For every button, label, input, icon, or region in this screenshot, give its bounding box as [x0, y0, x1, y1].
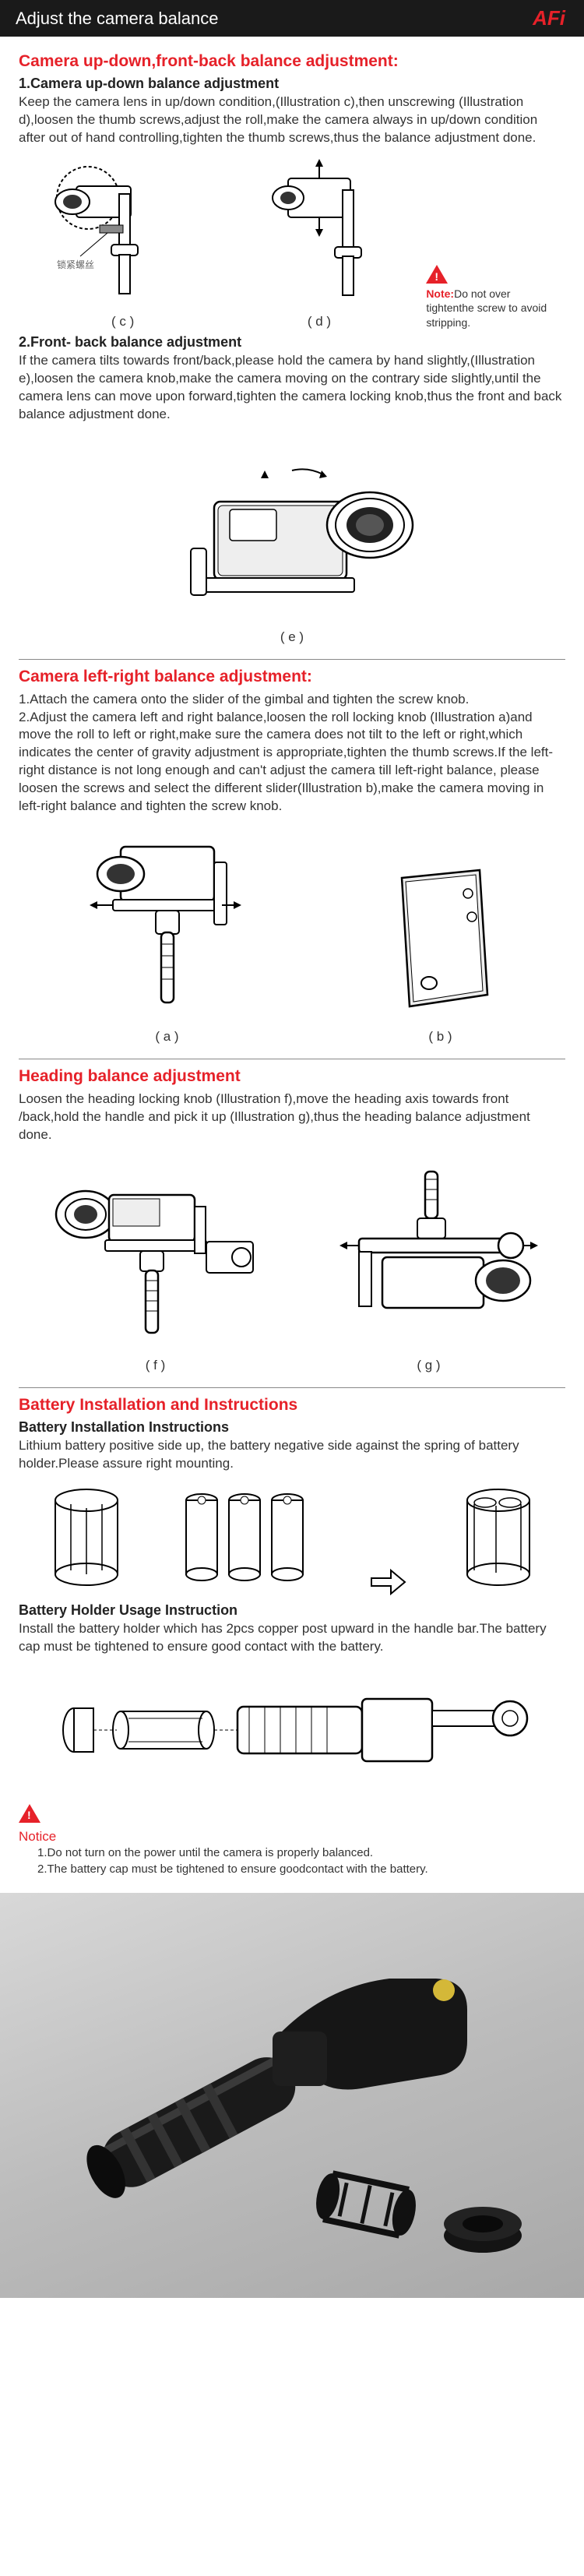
section1-sub1: 1.Camera up-down balance adjustment — [19, 76, 565, 92]
note-text: Note:Do not over tightenthe screw to avo… — [426, 287, 551, 329]
section4-body2: Install the battery holder which has 2pc… — [19, 1620, 565, 1656]
battery-holder-loaded-illustration — [456, 1481, 541, 1598]
handle-assembly-illustration — [43, 1664, 541, 1796]
section4-sub2: Battery Holder Usage Instruction — [19, 1602, 565, 1619]
section1-body2: If the camera tilts towards front/back,p… — [19, 352, 565, 424]
illus-d-label: ( d ) — [241, 314, 397, 329]
section2-body: 1.Attach the camera onto the slider of t… — [19, 691, 565, 816]
gimbal-illustration-f — [39, 1152, 273, 1355]
illus-g: ( g ) — [312, 1152, 546, 1373]
brand-logo: AFi — [533, 6, 568, 30]
illus-b: ( b ) — [363, 855, 519, 1045]
gimbal-illustration-a — [66, 823, 269, 1026]
section2-title: Camera left-right balance adjustment: — [19, 668, 565, 686]
gimbal-illustration-e — [152, 432, 432, 626]
warning-icon — [426, 265, 448, 284]
gimbal-illustration-d — [241, 155, 397, 311]
section3-title: Heading balance adjustment — [19, 1067, 565, 1086]
illus-row-e: ( e ) — [19, 432, 565, 645]
slider-illustration-b — [363, 855, 519, 1026]
svg-text:锁紧螺丝: 锁紧螺丝 — [57, 259, 94, 270]
section1-title: Camera up-down,front-back balance adjust… — [19, 52, 565, 71]
battery-cells-illustration — [178, 1481, 318, 1598]
battery-holder-open-illustration — [44, 1481, 129, 1598]
illus-f: ( f ) — [39, 1152, 273, 1373]
divider-3 — [19, 1387, 565, 1388]
notice-list: 1.Do not turn on the power until the cam… — [19, 1845, 565, 1877]
illus-a: ( a ) — [66, 823, 269, 1045]
warning-icon — [19, 1804, 40, 1823]
illus-b-label: ( b ) — [363, 1029, 519, 1045]
illus-row-fg: ( f ) — [19, 1152, 565, 1373]
notice-item-1: 1.Do not turn on the power until the cam… — [37, 1845, 565, 1861]
illus-e: ( e ) — [152, 432, 432, 645]
notice-label: Notice — [19, 1829, 565, 1845]
note-box: Note:Do not over tightenthe screw to avo… — [426, 265, 551, 329]
illus-row-ab: ( a ) ( b ) — [19, 823, 565, 1045]
illus-e-label: ( e ) — [152, 629, 432, 645]
illus-a-label: ( a ) — [66, 1029, 269, 1045]
section4-title: Battery Installation and Instructions — [19, 1396, 565, 1415]
notice-item-2: 2.The battery cap must be tightened to e… — [37, 1861, 565, 1877]
notice-row — [19, 1804, 565, 1826]
illus-f-label: ( f ) — [39, 1358, 273, 1373]
illus-c-label: ( c ) — [33, 314, 213, 329]
battery-usage-row — [19, 1664, 565, 1796]
section1-body1: Keep the camera lens in up/down conditio… — [19, 93, 565, 147]
header-bar: Adjust the camera balance AFi — [0, 0, 584, 37]
section4-sub1: Battery Installation Instructions — [19, 1419, 565, 1436]
illus-row-cd: 锁紧螺丝 ( c ) ( d ) — [19, 155, 565, 329]
illus-g-label: ( g ) — [312, 1358, 546, 1373]
page-title: Adjust the camera balance — [16, 9, 219, 29]
section4-body1: Lithium battery positive side up, the ba… — [19, 1437, 565, 1473]
gimbal-illustration-g — [312, 1152, 546, 1355]
content-area: Camera up-down,front-back balance adjust… — [0, 37, 584, 1887]
gimbal-illustration-c: 锁紧螺丝 — [33, 155, 213, 311]
illus-c: 锁紧螺丝 ( c ) — [33, 155, 213, 329]
product-photo — [0, 1893, 584, 2298]
battery-install-row — [19, 1481, 565, 1598]
arrow-icon — [368, 1566, 406, 1598]
illus-d: ( d ) — [241, 155, 397, 329]
divider-1 — [19, 659, 565, 660]
section3-body: Loosen the heading locking knob (Illustr… — [19, 1091, 565, 1144]
section1-sub2: 2.Front- back balance adjustment — [19, 334, 565, 351]
